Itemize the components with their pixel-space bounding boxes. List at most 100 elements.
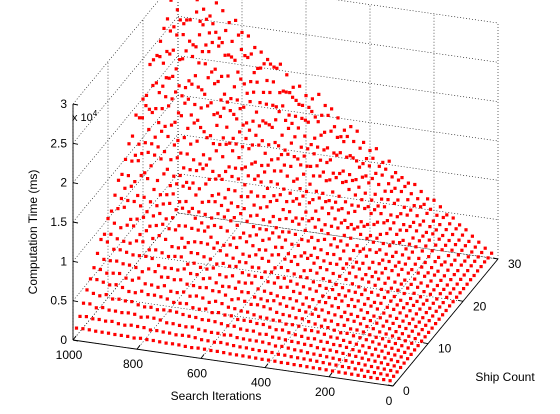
scatter-point xyxy=(435,283,439,288)
scatter-point xyxy=(173,254,177,258)
scatter-point xyxy=(374,147,378,151)
scatter-point xyxy=(351,156,355,160)
scatter-point xyxy=(119,196,123,201)
scatter-point xyxy=(214,281,218,285)
scatter-point xyxy=(395,370,399,374)
scatter-point xyxy=(193,102,197,107)
scatter-point xyxy=(306,120,310,124)
scatter-point xyxy=(162,26,166,30)
scatter-point xyxy=(483,260,487,264)
scatter-point xyxy=(220,177,224,181)
scatter-point xyxy=(253,177,257,181)
scatter-point xyxy=(397,336,401,340)
scatter-point xyxy=(287,331,291,335)
scatter-point xyxy=(355,129,359,133)
scatter-point xyxy=(222,243,226,247)
scatter-point xyxy=(181,312,185,317)
x-tick-label: 600 xyxy=(187,366,207,380)
scatter-point xyxy=(386,362,390,366)
scatter-point xyxy=(209,101,213,105)
z-axis-label: Computation Time (ms) xyxy=(26,170,40,295)
scatter-point xyxy=(326,311,331,315)
scatter-point xyxy=(221,136,225,140)
scatter-point xyxy=(304,296,308,300)
scatter-point xyxy=(307,320,311,324)
scatter-point xyxy=(295,282,299,286)
scatter-point xyxy=(341,266,345,270)
scatter-point xyxy=(254,356,258,360)
scatter-point xyxy=(226,187,231,192)
scatter-point xyxy=(158,340,162,344)
scatter-point xyxy=(332,125,337,129)
scatter-point xyxy=(158,39,163,43)
scatter-point xyxy=(166,254,171,259)
scatter-point xyxy=(260,139,264,143)
scatter-point xyxy=(243,54,247,58)
scatter-point xyxy=(344,179,348,184)
scatter-point xyxy=(220,302,224,306)
scatter-point xyxy=(222,215,226,219)
scatter-point xyxy=(193,74,197,78)
scatter-point xyxy=(247,147,251,151)
grid-lines xyxy=(72,0,499,387)
scatter-point xyxy=(229,333,233,337)
scatter-point xyxy=(305,164,309,168)
scatter-point xyxy=(358,249,362,253)
scatter-point xyxy=(405,213,409,217)
scatter-point xyxy=(288,210,292,214)
scatter-point xyxy=(278,217,282,222)
scatter-point xyxy=(323,318,327,322)
scatter-point xyxy=(438,292,442,296)
scatter-point xyxy=(153,153,157,157)
scatter-point xyxy=(180,333,184,337)
scatter-point xyxy=(373,192,377,196)
scatter-point xyxy=(364,351,368,355)
scatter-point xyxy=(254,339,258,343)
scatter-point xyxy=(264,121,268,125)
scatter-point xyxy=(145,338,149,342)
scatter-point xyxy=(391,254,395,258)
scatter-point xyxy=(392,294,396,299)
scatter-point xyxy=(292,289,296,294)
scatter-point xyxy=(221,261,225,265)
scatter-point xyxy=(444,228,448,232)
scatter-point xyxy=(420,249,424,253)
scatter-point xyxy=(279,285,283,289)
scatter-point xyxy=(204,163,208,167)
scatter-point xyxy=(425,284,430,288)
scatter-point xyxy=(177,343,181,347)
scatter-point xyxy=(203,229,207,233)
scatter-point xyxy=(370,275,374,279)
scatter-point xyxy=(274,226,278,230)
scatter-point xyxy=(390,175,394,179)
scatter-point xyxy=(202,347,207,351)
scatter-point xyxy=(227,53,231,57)
scatter-point xyxy=(255,80,259,84)
scatter-point xyxy=(422,202,426,206)
scatter-point xyxy=(255,321,259,326)
scatter-point xyxy=(224,142,228,146)
scatter-point xyxy=(378,330,382,334)
scatter-point xyxy=(311,366,315,370)
scatter-point xyxy=(189,251,193,255)
scatter-point xyxy=(129,217,133,221)
scatter-point xyxy=(130,159,134,163)
scatter-point xyxy=(424,311,428,315)
scatter-point xyxy=(129,184,133,188)
scatter-point xyxy=(254,110,259,114)
scatter-point xyxy=(371,340,375,344)
scatter-point xyxy=(182,267,186,271)
scatter-point xyxy=(174,208,178,212)
scatter-point xyxy=(192,121,196,125)
scatter-point xyxy=(361,261,365,265)
scatter-point xyxy=(294,316,298,320)
scatter-point xyxy=(263,170,267,174)
scatter-point xyxy=(394,171,398,175)
scatter-point xyxy=(113,309,118,313)
scatter-point xyxy=(449,278,453,282)
scatter-point xyxy=(374,171,378,175)
scatter-point xyxy=(149,305,153,309)
scatter-point xyxy=(101,306,105,310)
scatter-point xyxy=(373,208,377,212)
